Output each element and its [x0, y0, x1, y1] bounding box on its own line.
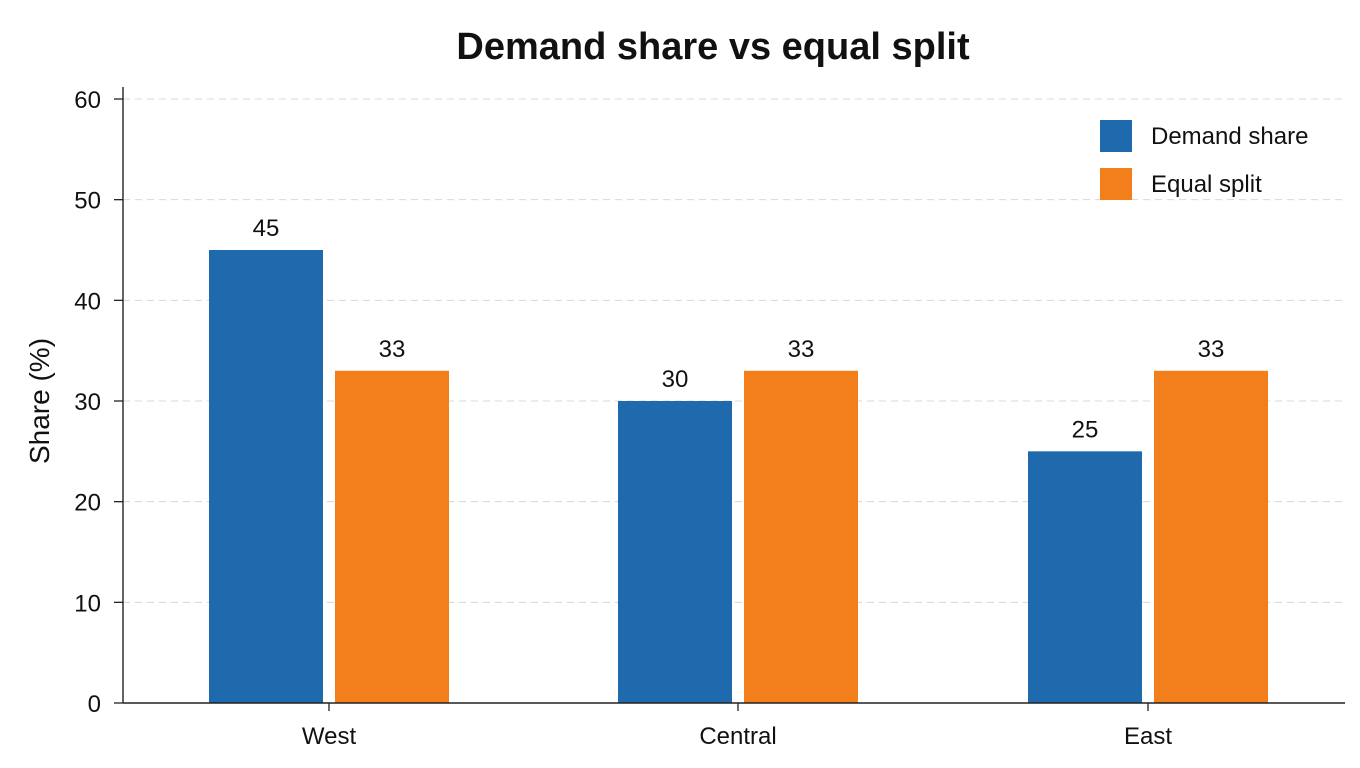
y-tick-label: 50: [74, 188, 101, 215]
y-tick-label: 20: [74, 490, 101, 517]
y-tick-label: 30: [74, 389, 101, 416]
bar-demand-share-east: [1028, 451, 1142, 703]
bar-equal-split-east: [1154, 370, 1268, 703]
axes-layer: [114, 87, 1345, 711]
legend-label: Equal split: [1151, 171, 1262, 198]
bar-demand-share-central: [618, 401, 732, 703]
data-label: 33: [379, 336, 406, 363]
y-tick-label: 60: [74, 87, 101, 114]
x-tick-label: Central: [699, 723, 776, 750]
bars-layer: [209, 250, 1268, 703]
chart-title: Demand share vs equal split: [456, 26, 970, 68]
y-axis-title: Share (%): [24, 338, 55, 464]
x-tick-label: West: [302, 723, 357, 750]
legend-label: Demand share: [1151, 123, 1308, 150]
legend-swatch-equal-split: [1100, 168, 1132, 200]
y-tick-label: 10: [74, 590, 101, 617]
data-label: 33: [788, 336, 815, 363]
data-label: 25: [1072, 416, 1099, 443]
legend: Demand share Equal split: [1100, 120, 1308, 200]
bar-demand-share-west: [209, 250, 323, 703]
bar-equal-split-west: [335, 370, 449, 703]
labels-layer: 0 10 20 30 40 50 60 45 30 25 33 33 33 West Central East: [74, 87, 1224, 750]
x-tick-label: East: [1124, 723, 1172, 750]
data-label: 33: [1198, 336, 1225, 363]
data-label: 45: [253, 215, 280, 242]
bar-equal-split-central: [744, 370, 858, 703]
y-tick-label: 0: [88, 691, 101, 718]
y-tick-label: 40: [74, 288, 101, 315]
legend-swatch-demand-share: [1100, 120, 1132, 152]
data-label: 30: [662, 366, 689, 393]
